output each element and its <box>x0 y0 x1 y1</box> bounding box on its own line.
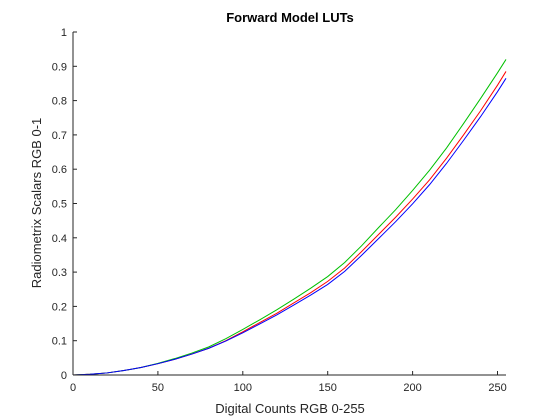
x-tick-label: 100 <box>234 382 252 394</box>
y-tick-label: 0.5 <box>52 199 67 211</box>
y-tick-label: 1 <box>61 27 67 39</box>
y-tick-label: 0.7 <box>52 130 67 142</box>
x-tick-labels: 0 50 100 150 200 250 <box>70 382 507 394</box>
axes <box>72 31 506 376</box>
series-lines <box>72 59 507 376</box>
y-tick-label: 0.3 <box>52 267 67 279</box>
x-tick-label: 50 <box>152 382 164 394</box>
x-tick-label: 250 <box>488 382 506 394</box>
x-axis-label: Digital Counts RGB 0-255 <box>215 401 365 416</box>
series-line-2 <box>72 78 507 376</box>
y-tick-label: 0.2 <box>52 301 67 313</box>
x-tick-label: 150 <box>319 382 337 394</box>
y-tick-label: 0 <box>61 370 67 382</box>
chart-title: Forward Model LUTs <box>226 10 354 25</box>
y-tick-label: 0.6 <box>52 164 67 176</box>
y-axis-label: Radiometrix Scalars RGB 0-1 <box>29 118 44 289</box>
x-tick-label: 200 <box>403 382 421 394</box>
y-tick-label: 0.9 <box>52 61 67 73</box>
y-tick-labels: 0 0.1 0.2 0.3 0.4 0.5 0.6 0.7 0.8 0.9 1 <box>52 27 67 382</box>
y-tick-label: 0.1 <box>52 336 67 348</box>
x-tick-label: 0 <box>70 382 76 394</box>
y-tick-label: 0.4 <box>52 233 67 245</box>
plot-area <box>73 32 506 375</box>
y-tick-label: 0.8 <box>52 96 67 108</box>
